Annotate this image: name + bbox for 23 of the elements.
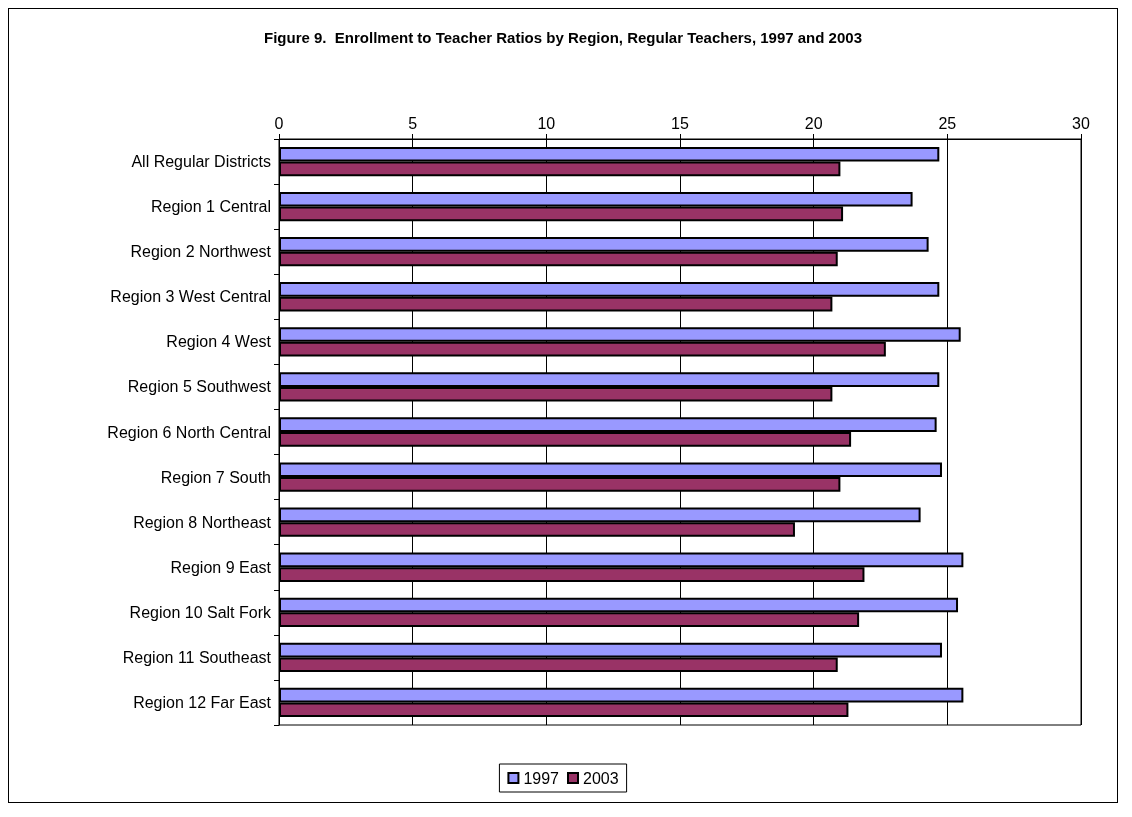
x-tick-label: 30 <box>1072 114 1090 132</box>
y-tick-label: Region 6 North Central <box>107 423 271 441</box>
y-tick-label: Region 7 South <box>160 468 271 486</box>
y-tick-label: Region 5 Southwest <box>127 378 272 396</box>
legend-label: 2003 <box>583 769 619 787</box>
x-tick-label: 0 <box>274 114 284 132</box>
y-tick-label: Region 1 Central <box>150 198 271 216</box>
y-tick-label: Region 3 West Central <box>110 288 271 306</box>
x-tick-label: 25 <box>938 114 957 132</box>
chart-title: Figure 9. Enrollment to Teacher Ratios by Region, Regular Teachers, 1997 and 2003 <box>264 29 862 46</box>
y-tick-label: Region 4 West <box>166 333 272 351</box>
x-tick-label: 10 <box>537 114 556 132</box>
y-tick-label: Region 12 Far East <box>133 693 272 711</box>
y-tick-label: Region 9 East <box>170 558 272 576</box>
x-tick-label: 5 <box>408 114 418 132</box>
y-tick-label: Region 11 Southeast <box>122 648 272 666</box>
x-tick-label: 15 <box>671 114 689 132</box>
y-tick-label: Region 10 Salt Fork <box>129 603 272 621</box>
legend-label: 1997 <box>523 769 560 787</box>
y-tick-label: All Regular Districts <box>131 153 271 171</box>
y-tick-label: Region 8 Northeast <box>133 513 272 531</box>
y-tick-label: Region 2 Northwest <box>130 243 272 261</box>
x-tick-label: 20 <box>804 114 823 132</box>
